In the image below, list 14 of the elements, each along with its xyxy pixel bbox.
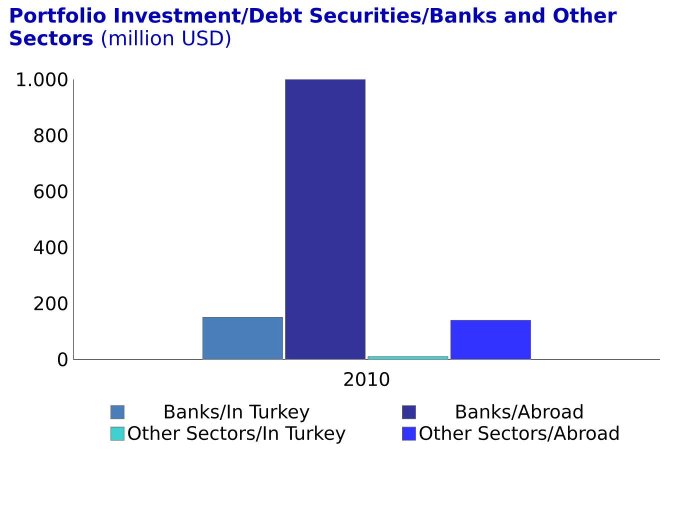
y-tick-label: 200 [34, 296, 68, 310]
y-tick-label: 400 [34, 240, 68, 254]
legend-label: Other Sectors/Abroad [420, 426, 618, 442]
legend-label: Banks/Abroad [456, 404, 582, 420]
bar [368, 356, 448, 360]
x-tick-label: 2010 [344, 372, 390, 386]
legend-label: Banks/In Turkey [164, 404, 310, 422]
bar [450, 320, 531, 360]
chart-title: Portfolio Investment/Debt Securities/Banks and Other Sectors (million USD) [10, 7, 617, 48]
y-tick-label: 600 [34, 184, 68, 198]
y-tick-label: 0 [58, 352, 68, 366]
y-tick-label: 800 [34, 128, 68, 142]
legend-label: Other Sectors/In Turkey [128, 426, 346, 444]
y-tick-label: 1.000 [17, 72, 68, 86]
